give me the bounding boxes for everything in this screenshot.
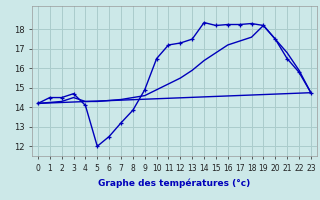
X-axis label: Graphe des températures (°c): Graphe des températures (°c)	[98, 178, 251, 188]
